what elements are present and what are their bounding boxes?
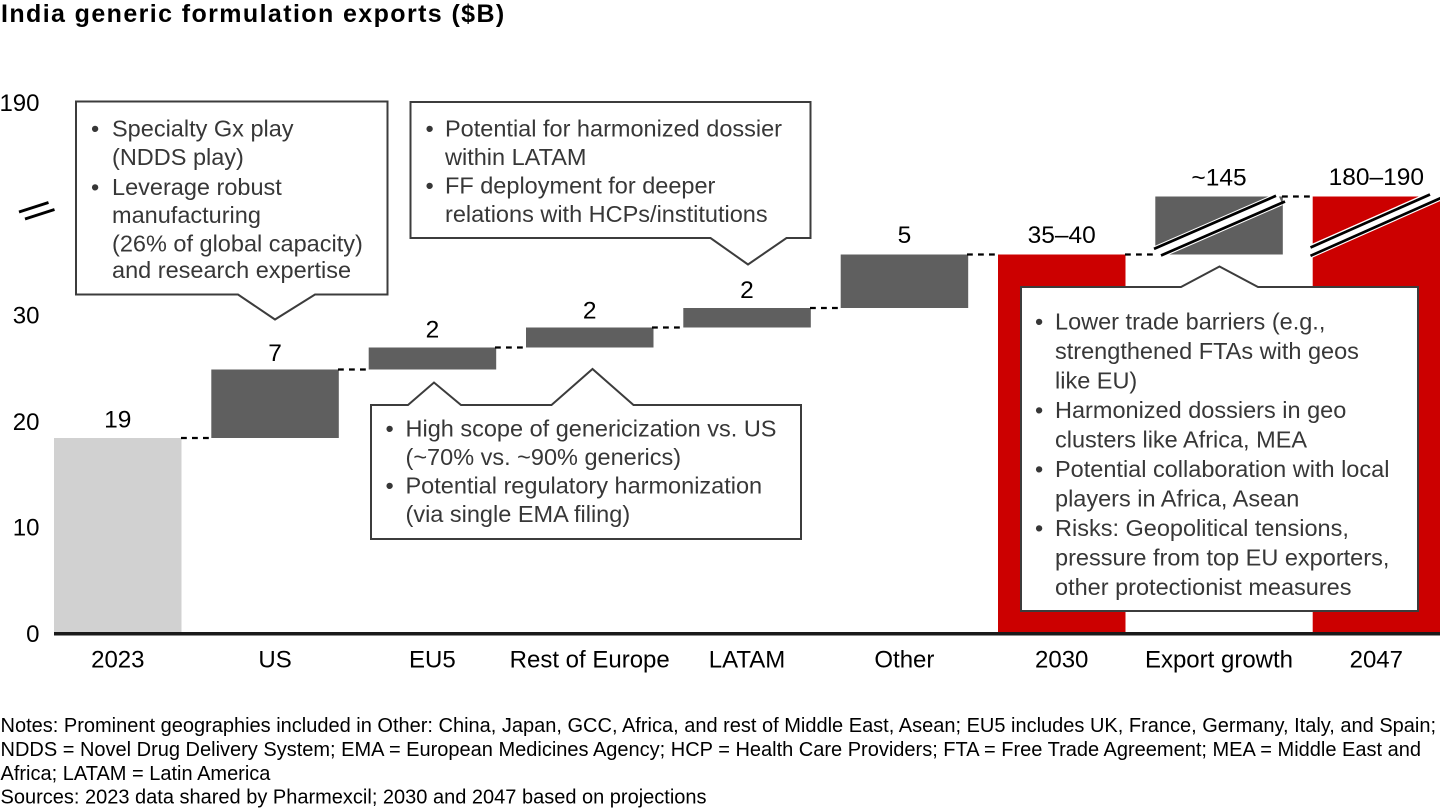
- svg-text:other protectionist measures: other protectionist measures: [1055, 574, 1352, 600]
- svg-text:(via single EMA filing): (via single EMA filing): [406, 501, 631, 527]
- svg-text:2047: 2047: [1350, 647, 1403, 674]
- svg-text:•: •: [386, 416, 394, 442]
- svg-text:2: 2: [740, 277, 754, 304]
- svg-text:US: US: [258, 647, 291, 674]
- svg-text:Risks: Geopolitical tensions,: Risks: Geopolitical tensions,: [1055, 515, 1349, 541]
- svg-text:FF deployment for deeper: FF deployment for deeper: [445, 173, 716, 199]
- svg-text:•: •: [426, 116, 434, 142]
- svg-text:Notes: Prominent geographies i: Notes: Prominent geographies included in…: [1, 715, 1437, 737]
- svg-text:Specialty Gx play: Specialty Gx play: [112, 116, 294, 142]
- svg-text:2: 2: [426, 317, 440, 344]
- svg-text:5: 5: [898, 222, 912, 249]
- svg-text:Sources: 2023 data shared by P: Sources: 2023 data shared by Pharmexcil;…: [1, 787, 707, 809]
- svg-text:35–40: 35–40: [1028, 222, 1096, 249]
- svg-text:190: 190: [0, 90, 40, 117]
- svg-text:10: 10: [13, 515, 40, 542]
- svg-text:•: •: [1035, 456, 1043, 482]
- svg-text:Potential for harmonized dossi: Potential for harmonized dossier: [445, 116, 782, 142]
- svg-text:(~70% vs. ~90% generics): (~70% vs. ~90% generics): [406, 444, 682, 470]
- svg-text:like EU): like EU): [1055, 368, 1137, 394]
- svg-text:•: •: [1035, 309, 1043, 335]
- svg-text:Rest of Europe: Rest of Europe: [510, 647, 670, 674]
- svg-text:Lower trade barriers (e.g.,: Lower trade barriers (e.g.,: [1055, 309, 1325, 335]
- svg-text:19: 19: [104, 407, 131, 434]
- svg-text:7: 7: [268, 340, 282, 367]
- svg-text:Export growth: Export growth: [1145, 647, 1293, 674]
- svg-text:players in Africa, Asean: players in Africa, Asean: [1055, 486, 1299, 512]
- svg-text:Potential collaboration with l: Potential collaboration with local: [1055, 456, 1389, 482]
- svg-text:2: 2: [583, 298, 597, 325]
- svg-text:manufacturing: manufacturing: [112, 202, 261, 228]
- svg-text:NDDS = Novel Drug Delivery Sys: NDDS = Novel Drug Delivery System; EMA =…: [1, 739, 1421, 761]
- svg-text:2023: 2023: [91, 647, 144, 674]
- svg-text:pressure from top EU exporters: pressure from top EU exporters,: [1055, 545, 1389, 571]
- svg-text:Harmonized dossiers in geo: Harmonized dossiers in geo: [1055, 397, 1346, 423]
- svg-text:•: •: [386, 473, 394, 499]
- svg-text:•: •: [91, 174, 99, 200]
- svg-text:30: 30: [13, 303, 40, 330]
- svg-text:(NDDS play): (NDDS play): [112, 144, 244, 170]
- svg-text:0: 0: [26, 621, 39, 648]
- svg-text:Potential regulatory harmoniza: Potential regulatory harmonization: [406, 473, 763, 499]
- svg-text:relations with HCPs/institutio: relations with HCPs/institutions: [445, 201, 768, 227]
- svg-text:High scope of genericization v: High scope of genericization vs. US: [406, 416, 777, 442]
- svg-text:20: 20: [13, 409, 40, 436]
- svg-text:and research expertise: and research expertise: [112, 257, 351, 283]
- svg-text:Other: Other: [874, 647, 934, 674]
- svg-text:•: •: [426, 173, 434, 199]
- svg-text:2030: 2030: [1035, 647, 1088, 674]
- svg-text:•: •: [1035, 515, 1043, 541]
- svg-text:•: •: [91, 116, 99, 142]
- svg-text:LATAM: LATAM: [709, 647, 785, 674]
- svg-text:•: •: [1035, 397, 1043, 423]
- svg-text:India generic formulation expo: India generic formulation exports ($B): [1, 0, 506, 28]
- svg-text:within LATAM: within LATAM: [444, 144, 586, 170]
- svg-text:Leverage robust: Leverage robust: [112, 174, 282, 200]
- svg-text:~145: ~145: [1191, 165, 1246, 192]
- svg-text:clusters like Africa, MEA: clusters like Africa, MEA: [1055, 427, 1307, 453]
- svg-text:(26% of global capacity): (26% of global capacity): [112, 230, 363, 256]
- svg-text:180–190: 180–190: [1329, 164, 1424, 191]
- svg-text:Africa; LATAM = Latin America: Africa; LATAM = Latin America: [1, 763, 272, 785]
- svg-text:strengthened FTAs with geos: strengthened FTAs with geos: [1055, 338, 1359, 364]
- svg-text:EU5: EU5: [409, 647, 456, 674]
